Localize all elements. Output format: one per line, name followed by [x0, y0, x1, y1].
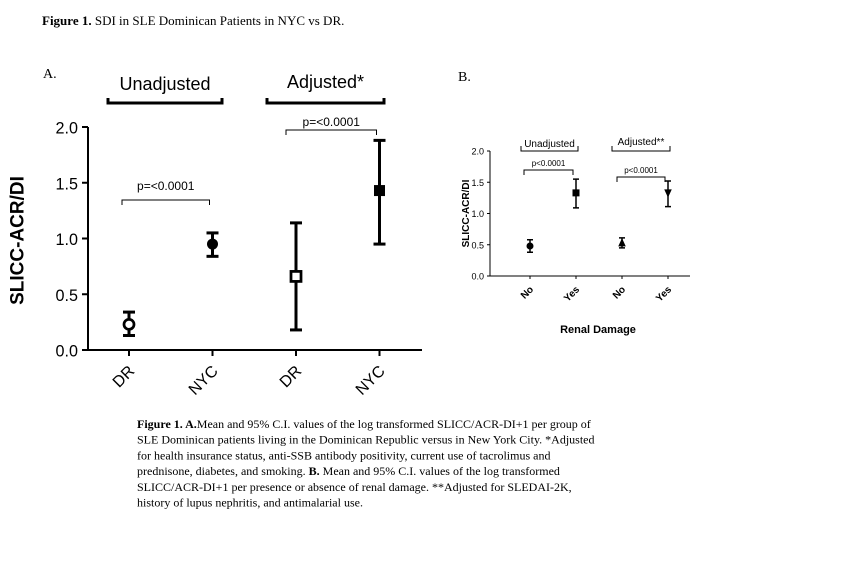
y-tick-label: 1.5 — [471, 178, 484, 188]
p-value: p<0.0001 — [532, 159, 566, 168]
marker — [572, 189, 580, 197]
y-tick-label: 1.5 — [56, 175, 78, 193]
marker — [664, 189, 672, 198]
marker — [207, 238, 218, 250]
text-segment: B. — [309, 464, 320, 478]
x-tick-label: NYC — [353, 363, 389, 399]
y-tick-label: 0.0 — [56, 343, 78, 361]
p-value: p=<0.0001 — [303, 115, 361, 129]
group-bracket — [520, 146, 579, 152]
text-segment: Mean and 95% C.I. values of the log tran… — [197, 417, 591, 431]
y-axis-label: SLICC-ACR/DI — [461, 179, 472, 247]
y-tick-label: 1.0 — [56, 231, 78, 249]
y-tick-label: 0.5 — [471, 240, 484, 250]
caption-line: SLE Dominican patients living in the Dom… — [137, 433, 595, 447]
marker — [289, 270, 303, 283]
y-tick-label: 0.0 — [471, 272, 484, 282]
x-tick-label: NYC — [186, 363, 222, 399]
text-segment: for health insurance status, anti-SSB an… — [137, 448, 550, 462]
x-axis-label: Renal Damage — [560, 324, 636, 336]
group-label: Adjusted* — [287, 72, 364, 92]
marker — [122, 317, 136, 331]
marker — [374, 185, 385, 197]
p-bracket — [616, 176, 666, 182]
x-tick-label: Yes — [654, 284, 674, 304]
p-bracket — [285, 129, 377, 135]
panel-label: B. — [458, 70, 471, 85]
text-segment: history of lupus nephritis, and antimala… — [137, 496, 363, 510]
p-bracket — [523, 169, 574, 175]
p-value: p<0.0001 — [624, 166, 658, 175]
y-axis-label: SLICC-ACR/DI — [8, 176, 29, 305]
y-tick-label: 2.0 — [56, 120, 78, 138]
text-segment: Figure 1. A. — [137, 417, 197, 431]
text-segment: SLE Dominican patients living in the Dom… — [137, 433, 595, 447]
figure-title: Figure 1. SDI in SLE Dominican Patients … — [42, 13, 344, 28]
caption-line: prednisone, diabetes, and smoking. B. Me… — [137, 464, 560, 478]
group-label: Unadjusted — [524, 139, 575, 150]
caption-line: for health insurance status, anti-SSB an… — [137, 448, 550, 462]
y-tick-label: 1.0 — [471, 209, 484, 219]
text-segment: Figure 1. — [42, 13, 92, 28]
group-bracket — [265, 98, 386, 105]
text-segment: prednisone, diabetes, and smoking. — [137, 464, 309, 478]
group-label: Adjusted** — [618, 137, 665, 148]
group-bracket — [611, 146, 671, 152]
p-bracket — [121, 199, 210, 205]
text-segment: Mean and 95% C.I. values of the log tran… — [320, 464, 560, 478]
y-tick-label: 0.5 — [56, 287, 78, 305]
x-tick-label: No — [611, 284, 628, 301]
x-tick-label: DR — [277, 363, 305, 391]
marker — [526, 242, 534, 250]
caption-line: history of lupus nephritis, and antimala… — [137, 496, 363, 510]
panel-label: A. — [43, 67, 57, 82]
x-tick-label: DR — [110, 363, 138, 391]
group-bracket — [106, 98, 224, 105]
caption-line: Figure 1. A.Mean and 95% C.I. values of … — [137, 417, 591, 431]
y-tick-label: 2.0 — [471, 147, 484, 157]
marker — [618, 238, 626, 247]
group-label: Unadjusted — [119, 74, 210, 94]
text-segment: SDI in SLE Dominican Patients in NYC vs … — [92, 13, 345, 28]
x-tick-label: Yes — [562, 284, 582, 304]
text-segment: SLICC/ACR-DI+1 per presence or absence o… — [137, 480, 572, 494]
x-tick-label: No — [519, 284, 536, 301]
p-value: p=<0.0001 — [137, 179, 195, 193]
caption-line: SLICC/ACR-DI+1 per presence or absence o… — [137, 480, 572, 494]
